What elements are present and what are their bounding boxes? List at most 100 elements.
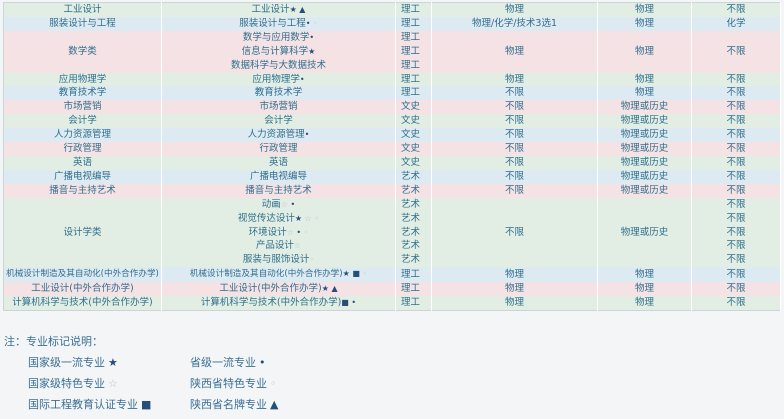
table-row: 计算机科学与技术(中外合作办学) 计算机科学与技术(中外合作办学)■ • 理工 物理物…	[3, 296, 781, 311]
subject-requirement-cell: 物理	[431, 72, 598, 87]
major-cell: 广播电视编导	[161, 169, 396, 184]
national-first-class-icon: ★	[294, 213, 303, 223]
subject-requirement-cell: 不限	[431, 155, 598, 170]
major-name: 行政管理	[259, 143, 298, 155]
subject-requirement-cell: 不限	[431, 114, 598, 129]
extra-requirement-cell: 不限	[691, 169, 781, 184]
major-name: 服装与服饰设计	[242, 254, 310, 266]
major-cell: 英语	[161, 155, 396, 170]
extra-requirement-cell: 不限	[691, 183, 781, 198]
legend-mark-icon: ▲	[270, 398, 279, 411]
major-name: 工业设计(中外合作办学)	[219, 283, 322, 295]
type-cell: 艺术	[395, 211, 432, 226]
notes-section: 注：专业标记说明： 国家级一流专业 ★ 省级一流专业 • 国家级特色专业 ☆ 陕西省特色专业…	[4, 333, 350, 412]
major-name: 应用物理学	[252, 73, 300, 85]
type-cell: 理工	[395, 16, 432, 31]
type-cell: 文史	[395, 114, 432, 129]
mark-legend: 国家级一流专业 ★ 省级一流专业 • 国家级特色专业 ☆ 陕西省特色专业 ◦ 国际工程教育认证专…	[28, 354, 350, 412]
legend-mark-icon: ◦	[270, 377, 277, 390]
category-cell: 播音与主持艺术	[3, 183, 162, 198]
provincial-first-class-icon: •	[299, 74, 305, 84]
extra-requirement-cell: 不限	[691, 72, 781, 87]
major-cell: 计算机科学与技术(中外合作办学)■ •	[161, 296, 396, 311]
type-cell: 理工	[395, 2, 432, 17]
type-cell: 理工	[395, 44, 432, 59]
extra-requirement-cell: 不限	[691, 114, 781, 129]
extra-requirement-cell: 不限	[691, 86, 781, 101]
subject-requirement-cell: 不限	[431, 169, 598, 184]
category-cell: 人力资源管理	[3, 128, 162, 143]
engineering-accreditation-icon: ■	[352, 269, 360, 279]
major-name: 产品设计	[255, 240, 294, 252]
extra-requirement-cell: 不限	[691, 155, 781, 170]
legend-mark-icon: ☆	[108, 377, 118, 390]
category-cell: 市场营销	[3, 100, 162, 115]
national-first-class-icon: ★	[342, 269, 350, 279]
table-row: 数学类 数学与应用数学• 理工 物理 物理 不限	[3, 30, 781, 73]
extra-requirement-cell: 不限	[691, 100, 781, 115]
legend-item: 陕西省名牌专业 ▲	[190, 396, 350, 412]
subject-requirement-new-cell: 物理或历史	[597, 197, 692, 268]
type-cell: 理工	[395, 86, 432, 101]
subject-requirement-cell: 物理	[431, 2, 598, 17]
table-row: 工业设计(中外合作办学) 工业设计(中外合作办学)★ ▲ 理工 物理 物理 不限	[3, 282, 781, 297]
category-cell: 行政管理	[3, 142, 162, 156]
shaanxi-featured-icon: ◦	[314, 213, 320, 223]
major-marks: ★ ■ ◦	[343, 269, 368, 278]
type-cell: 艺术	[395, 169, 432, 184]
category-cell: 工业设计	[3, 2, 162, 17]
type-cell: 艺术	[395, 253, 432, 268]
table-row: 播音与主持艺术 播音与主持艺术 艺术 不限 物理或历史 不限	[3, 183, 781, 198]
table-row: 机械设计制造及其自动化(中外合作办学) 机械设计制造及其自动化(中外合作办学)★ …	[3, 267, 781, 283]
subject-requirement-cell: 物理	[431, 30, 598, 73]
provincial-first-class-icon: •	[296, 227, 302, 237]
extra-requirement-cell: 不限	[691, 128, 781, 143]
subject-requirement-new-cell: 物理	[597, 282, 692, 297]
subject-requirement-new-cell: 物理	[597, 86, 692, 101]
category-cell: 教育技术学	[3, 86, 162, 101]
subject-requirement-new-cell: 物理或历史	[597, 155, 692, 170]
major-cell: 市场营销	[161, 100, 396, 115]
subject-requirement-new-cell: 物理	[597, 16, 692, 31]
major-cell: 工业设计(中外合作办学)★ ▲	[161, 282, 396, 297]
subject-requirement-new-cell: 物理	[597, 267, 692, 283]
extra-requirement-cell: 化学	[691, 16, 781, 31]
national-featured-icon: ☆	[304, 213, 312, 223]
type-cell: 文史	[395, 100, 432, 115]
category-cell: 会计学	[3, 114, 162, 129]
table-row: 英语 英语 文史 不限 物理或历史 不限	[3, 155, 781, 170]
provincial-first-class-icon: •	[305, 18, 311, 28]
major-name: 环境设计	[248, 226, 287, 238]
subject-requirement-new-cell: 物理或历史	[597, 128, 692, 143]
type-cell: 艺术	[395, 197, 432, 212]
type-cell: 理工	[395, 282, 432, 297]
category-cell: 广播电视编导	[3, 169, 162, 184]
legend-item: 国家级一流专业 ★	[28, 354, 190, 370]
notes-title: 注：专业标记说明：	[4, 335, 103, 348]
category-cell: 服装设计与工程	[3, 16, 162, 31]
national-featured-icon: ☆	[293, 241, 302, 251]
major-marks: •	[300, 75, 305, 84]
category-cell: 应用物理学	[3, 72, 162, 87]
table-row: 应用物理学 应用物理学• 理工 物理 物理 不限	[3, 72, 781, 87]
category-cell: 机械设计制造及其自动化(中外合作办学)	[3, 267, 162, 283]
legend-label: 陕西省名牌专业	[190, 398, 267, 411]
legend-mark-icon: ■	[141, 398, 152, 411]
legend-label: 省级一流专业	[190, 356, 256, 369]
major-name: 人力资源管理	[247, 129, 305, 141]
table-row: 工业设计 工业设计★ ▲ 理工 物理 物理 不限	[3, 2, 781, 17]
engineering-accreditation-icon: ■	[341, 298, 349, 308]
extra-requirement-cell: 不限	[691, 142, 781, 156]
category-cell: 计算机科学与技术(中外合作办学)	[3, 296, 162, 311]
legend-label: 国际工程教育认证专业	[28, 398, 138, 411]
category-cell: 英语	[3, 155, 162, 170]
extra-requirement-cell: 不限	[691, 282, 781, 297]
major-cell: 信息与计算科学★	[161, 44, 396, 59]
major-cell: 行政管理	[161, 142, 396, 156]
major-marks: ■ •	[341, 298, 356, 307]
major-marks: ◦	[309, 255, 314, 264]
extra-requirement-cell: 不限	[691, 211, 781, 226]
type-cell: 理工	[395, 296, 432, 311]
major-cell: 服装与服饰设计◦	[161, 253, 396, 268]
shaanxi-featured-icon: ◦	[309, 255, 315, 265]
